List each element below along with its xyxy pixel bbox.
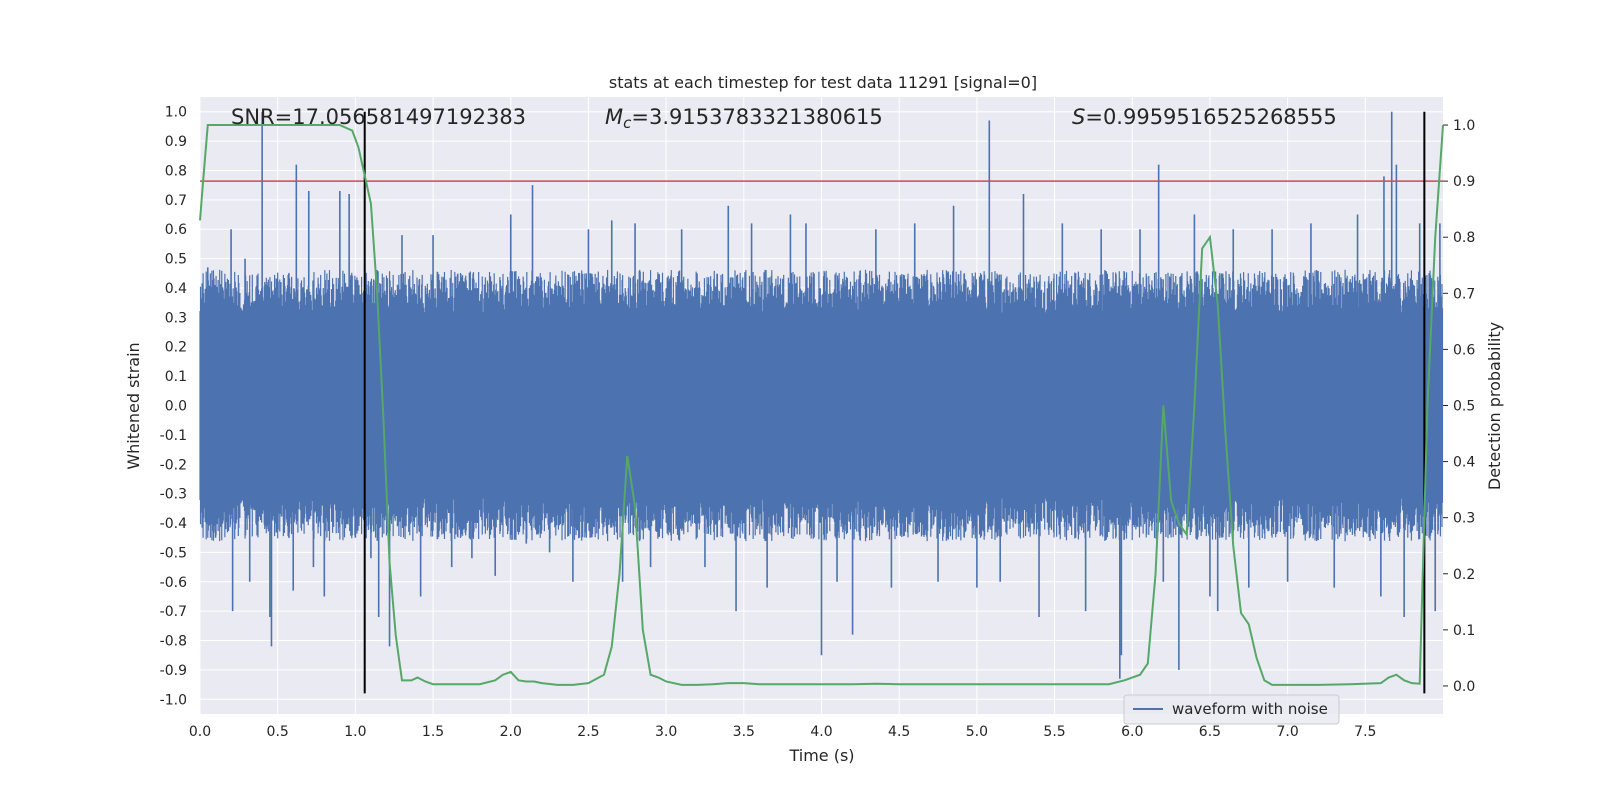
y-tick-label: 0.4 (165, 281, 187, 297)
y-tick-label: 1.0 (165, 105, 187, 121)
y2-tick-label: 0.7 (1453, 286, 1475, 302)
x-tick-label: 5.5 (1043, 724, 1065, 740)
mc-value: =3.9153783321380615 (631, 105, 882, 129)
y-tick-label: -0.2 (160, 457, 187, 473)
y-tick-label: -1.0 (160, 692, 187, 708)
y2-tick-label: 0.1 (1453, 623, 1475, 639)
y-tick-label: -0.6 (160, 575, 187, 591)
legend-label-waveform: waveform with noise (1172, 700, 1328, 718)
x-tick-label: 3.0 (655, 724, 677, 740)
x-tick-label: 4.0 (810, 724, 832, 740)
y-tick-label: 0.6 (165, 222, 187, 238)
y2-tick-label: 0.2 (1453, 567, 1475, 583)
x-tick-label: 1.5 (422, 724, 444, 740)
y2-tick-labels: 1.0 0.9 0.8 0.7 0.6 0.5 0.4 0.3 0.2 0.1 0.0 (1453, 118, 1475, 695)
x-tick-label: 7.5 (1354, 724, 1376, 740)
waveform-series (199, 111, 1444, 679)
snr-annotation: SNR=17.056581497192383 (231, 105, 526, 129)
x-tick-label: 5.0 (966, 724, 988, 740)
mc-subscript: c (623, 114, 632, 132)
x-tick-label: 0.5 (267, 724, 289, 740)
y-tick-label: -0.7 (160, 604, 187, 620)
y2-tick-label: 0.3 (1453, 511, 1475, 527)
chirp-mass-annotation: Mc=3.9153783321380615 (605, 105, 883, 132)
y-tick-label: 0.9 (165, 134, 187, 150)
y-tick-label: 0.0 (165, 399, 187, 415)
y2-tick-label: 0.0 (1453, 679, 1475, 695)
y-tick-label: -0.9 (160, 663, 187, 679)
y-tick-label: 0.5 (165, 252, 187, 268)
y-tick-label: 0.2 (165, 340, 187, 356)
y-tick-label: -0.8 (160, 634, 187, 650)
y-tick-label: 0.3 (165, 310, 187, 326)
x-tick-label: 4.5 (888, 724, 910, 740)
x-tick-label: 1.0 (344, 724, 366, 740)
y2-tick-label: 1.0 (1453, 118, 1475, 134)
x-tick-label: 0.0 (189, 724, 211, 740)
y-tick-label: -0.4 (160, 516, 187, 532)
x-tick-labels: 0.0 0.5 1.0 1.5 2.0 2.5 3.0 3.5 4.0 4.5 5.0 5.5 6.0 6… (189, 724, 1377, 740)
s-value: =0.9959516525268555 (1085, 105, 1336, 129)
y-tick-label: -0.5 (160, 545, 187, 561)
x-axis-label: Time (s) (788, 746, 854, 765)
chart-title: stats at each timestep for test data 112… (609, 73, 1037, 92)
probability-line (199, 124, 1444, 686)
mc-symbol: M (605, 105, 623, 129)
s-symbol: S (1072, 105, 1085, 129)
y-tick-label: 0.8 (165, 163, 187, 179)
y2-tick-label: 0.4 (1453, 455, 1475, 471)
y2-tick-label: 0.5 (1453, 399, 1475, 415)
x-tick-label: 6.0 (1121, 724, 1143, 740)
y-tick-label: 0.1 (165, 369, 187, 385)
vertical-markers (363, 111, 1426, 694)
y2-tick-label: 0.9 (1453, 174, 1475, 190)
y-axis-label: Whitened strain (124, 342, 143, 469)
x-tick-label: 7.0 (1276, 724, 1298, 740)
legend: waveform with noise (1123, 694, 1340, 725)
legend-box (1123, 694, 1340, 725)
x-tick-label: 3.5 (733, 724, 755, 740)
x-tick-label: 6.5 (1199, 724, 1221, 740)
y2-tick-label: 0.6 (1453, 342, 1475, 358)
y-tick-label: -0.1 (160, 428, 187, 444)
s-annotation: S=0.9959516525268555 (1072, 105, 1337, 129)
y2-axis-label: Detection probability (1485, 322, 1504, 490)
y-tick-label: -0.3 (160, 487, 187, 503)
y-tick-labels: 1.0 0.9 0.8 0.7 0.6 0.5 0.4 0.3 0.2 0.1 0.0 -0.1 -0.… (160, 105, 187, 709)
x-tick-label: 2.0 (500, 724, 522, 740)
y2-tick-label: 0.8 (1453, 230, 1475, 246)
x-tick-label: 2.5 (577, 724, 599, 740)
y-tick-label: 0.7 (165, 193, 187, 209)
